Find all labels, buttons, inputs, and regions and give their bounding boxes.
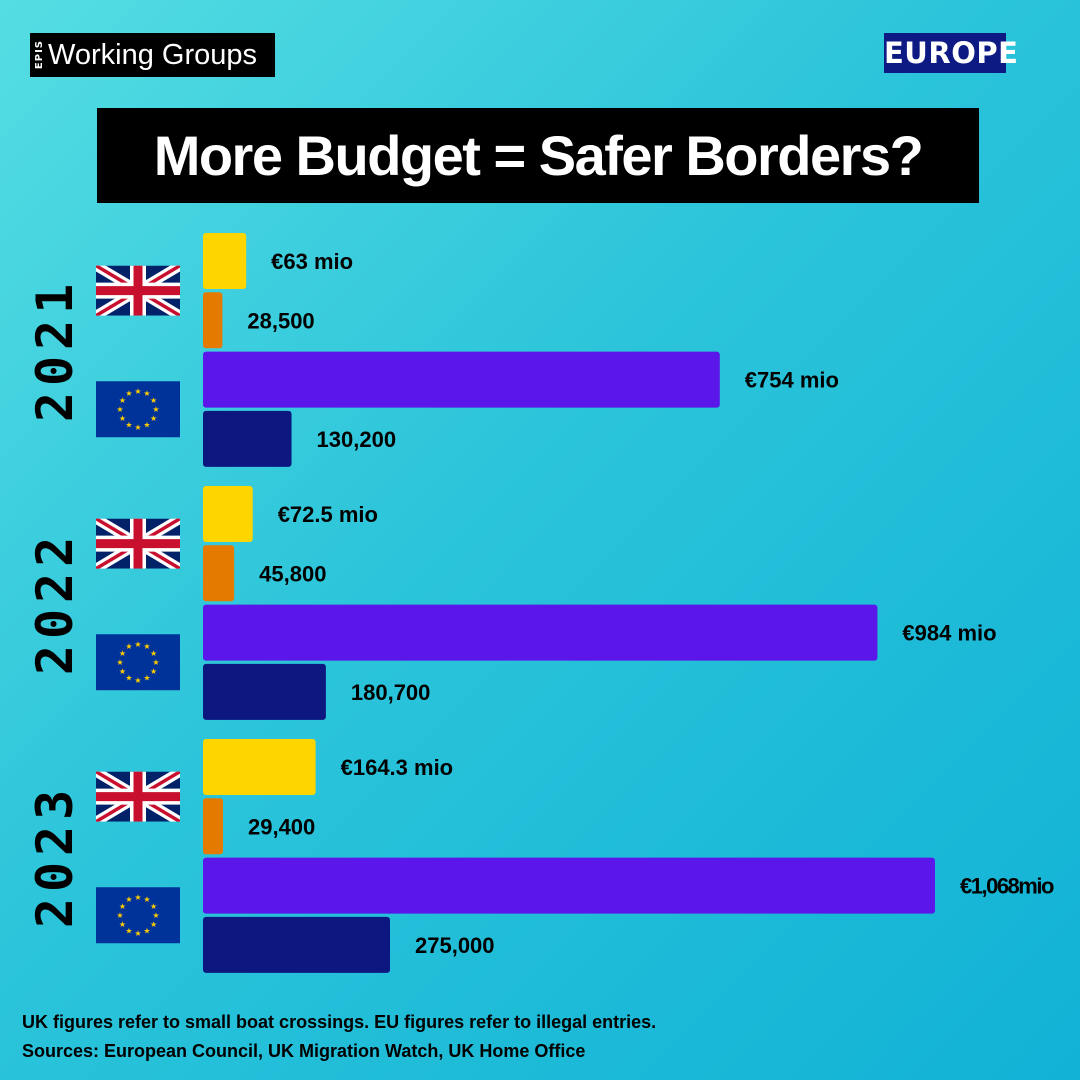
eu-flag-icon: ★ ★★★★★★★★★★★	[96, 381, 180, 438]
data-label: €72.5 mio	[278, 502, 378, 527]
epis-working-groups-logo: EPIS Working Groups	[30, 33, 275, 77]
data-label: €164.3 mio	[341, 755, 454, 780]
eu-star-icon: ★	[116, 911, 123, 920]
bar-uk-budget-2023	[203, 739, 316, 795]
uk-flag-icon	[96, 518, 180, 569]
data-label: €63 mio	[271, 249, 353, 274]
eu-star-icon: ★	[143, 420, 150, 429]
eu-star-icon: ★	[150, 396, 157, 405]
data-label: 180,700	[351, 680, 431, 705]
bar-uk-budget-2022	[203, 486, 253, 542]
eu-star-icon: ★	[143, 926, 150, 935]
bar-eu-crossings-2021	[203, 410, 292, 467]
eu-star-icon: ★	[119, 414, 126, 423]
eu-star-icon: ★	[152, 405, 159, 414]
year-label: 2023	[26, 784, 84, 928]
eu-star-icon: ★	[125, 926, 132, 935]
eu-star-icon: ★	[119, 396, 126, 405]
bar-eu-budget-2023	[203, 857, 935, 914]
bar-uk-budget-2021	[203, 233, 247, 289]
bar-eu-budget-2021	[203, 351, 720, 408]
eu-star-icon: ★	[150, 414, 157, 423]
bar-eu-crossings-2022	[203, 663, 326, 720]
eu-star-icon: ★	[119, 649, 126, 658]
eu-star-icon: ★	[119, 920, 126, 929]
year-label: 2022	[26, 531, 84, 675]
eu-star-icon: ★	[116, 658, 123, 667]
eu-star-icon: ★	[134, 676, 141, 685]
region-badge: EUROPE	[884, 33, 1018, 73]
eu-star-icon: ★	[125, 895, 132, 904]
eu-star-icon: ★	[143, 642, 150, 651]
bar-uk-crossings-2021	[203, 292, 223, 349]
eu-star-icon: ★	[125, 673, 132, 682]
data-label: €1,068mio	[960, 874, 1054, 899]
eu-star-icon: ★	[134, 640, 141, 649]
eu-star-icon: ★	[152, 911, 159, 920]
eu-star-icon: ★	[152, 658, 159, 667]
data-label: 130,200	[317, 427, 397, 452]
eu-star-icon: ★	[119, 667, 126, 676]
bar-uk-crossings-2022	[203, 545, 235, 602]
eu-star-icon: ★	[150, 667, 157, 676]
eu-star-icon: ★	[119, 902, 126, 911]
eu-star-icon: ★	[150, 902, 157, 911]
data-label: 28,500	[247, 308, 314, 333]
eu-star-icon: ★	[134, 387, 141, 396]
data-label: €754 mio	[745, 368, 839, 393]
eu-star-icon: ★	[143, 673, 150, 682]
data-label: 29,400	[248, 814, 315, 839]
eu-star-icon: ★	[134, 893, 141, 902]
eu-star-icon: ★	[125, 389, 132, 398]
eu-flag-icon: ★ ★★★★★★★★★★★	[96, 887, 180, 944]
bar-uk-crossings-2023	[203, 798, 223, 855]
eu-star-icon: ★	[125, 420, 132, 429]
logo-main-text: Working Groups	[48, 38, 257, 71]
eu-star-icon: ★	[125, 642, 132, 651]
eu-star-icon: ★	[150, 649, 157, 658]
footnote-definition: UK figures refer to small boat crossings…	[22, 1012, 657, 1032]
chart-title: More Budget = Safer Borders?	[97, 108, 979, 203]
eu-star-icon: ★	[134, 423, 141, 432]
data-label: 275,000	[415, 933, 495, 958]
eu-star-icon: ★	[143, 895, 150, 904]
uk-flag-icon	[96, 771, 180, 822]
footnote: UK figures refer to small boat crossings…	[22, 1008, 1062, 1066]
eu-star-icon: ★	[150, 920, 157, 929]
bar-eu-crossings-2023	[203, 916, 390, 973]
data-label: 45,800	[259, 561, 326, 586]
data-label: €984 mio	[902, 621, 996, 646]
eu-star-icon: ★	[134, 929, 141, 938]
eu-flag-icon: ★ ★★★★★★★★★★★	[96, 634, 180, 691]
eu-star-icon: ★	[143, 389, 150, 398]
eu-star-icon: ★	[116, 405, 123, 414]
bar-eu-budget-2022	[203, 604, 878, 661]
uk-flag-icon	[96, 265, 180, 316]
year-label: 2021	[26, 278, 84, 422]
footnote-sources: Sources: European Council, UK Migration …	[22, 1041, 586, 1061]
